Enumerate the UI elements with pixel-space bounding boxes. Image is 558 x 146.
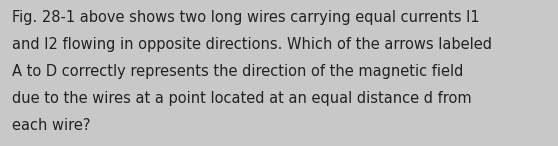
Text: and I2 flowing in opposite directions. Which of the arrows labeled: and I2 flowing in opposite directions. W… — [12, 37, 492, 52]
Text: each wire?: each wire? — [12, 118, 91, 133]
Text: A to D correctly represents the direction of the magnetic field: A to D correctly represents the directio… — [12, 64, 464, 79]
Text: due to the wires at a point located at an equal distance d from: due to the wires at a point located at a… — [12, 91, 472, 106]
Text: Fig. 28-1 above shows two long wires carrying equal currents I1: Fig. 28-1 above shows two long wires car… — [12, 10, 480, 25]
